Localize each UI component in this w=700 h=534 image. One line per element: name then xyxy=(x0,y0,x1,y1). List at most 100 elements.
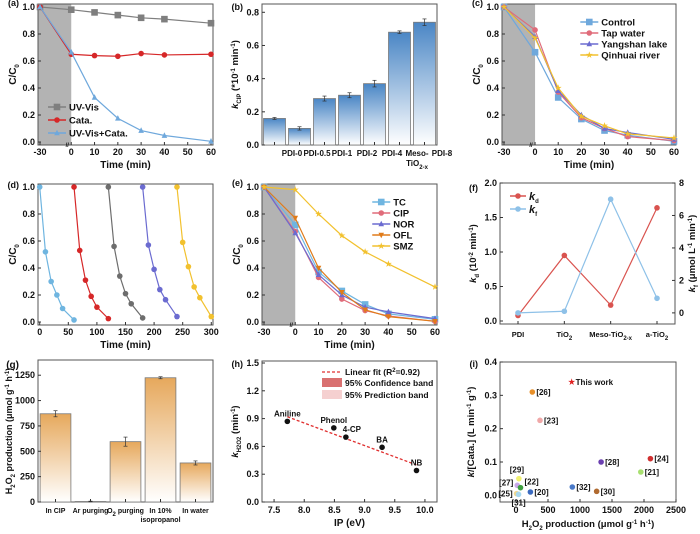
x-axis-label: IP (eV) xyxy=(334,518,365,529)
data-point xyxy=(115,115,121,121)
y-tick-label: 0.6 xyxy=(246,441,259,451)
x-tick-label: 0 xyxy=(37,327,42,337)
data-point xyxy=(105,184,112,190)
y-tick-label-right: 2 xyxy=(679,275,684,285)
legend-marker xyxy=(377,242,385,249)
data-point xyxy=(647,455,654,462)
x-tick-label: 2500 xyxy=(666,505,686,515)
plot-frame xyxy=(37,183,214,326)
panel-label: (i) xyxy=(470,359,479,369)
x-tick-label: 30 xyxy=(136,147,146,157)
y-tick-label: 0.8 xyxy=(246,7,259,17)
x-tick-label: In 10% xyxy=(149,508,172,515)
point-label: 4-CP xyxy=(343,425,362,434)
y-tick-label: 0.4 xyxy=(246,263,259,273)
data-point xyxy=(515,310,521,316)
data-point xyxy=(315,271,322,278)
data-point xyxy=(654,205,660,211)
data-point xyxy=(139,184,146,190)
x-tick-label: 30 xyxy=(600,147,610,157)
plot-frame xyxy=(499,182,676,325)
data-point xyxy=(115,53,121,60)
data-point xyxy=(607,196,614,203)
x-tick-label: PDI-0 xyxy=(282,149,303,158)
y-tick-label: 0.2 xyxy=(486,110,499,120)
y-tick-label: 1000 xyxy=(15,396,35,406)
data-point xyxy=(68,48,75,55)
y-tick-label: 0.0 xyxy=(484,316,497,326)
data-point xyxy=(601,125,608,131)
legend-marker xyxy=(54,117,60,123)
x-tick-label: 7.5 xyxy=(268,505,281,515)
y-tick-label: 1250 xyxy=(15,370,35,380)
data-point xyxy=(105,315,112,322)
data-point xyxy=(531,34,539,41)
y-axis-label: C/C0 xyxy=(232,244,245,265)
x-tick-label: 20 xyxy=(113,147,123,157)
panel-label: (d) xyxy=(8,180,20,190)
y-tick-label: 750 xyxy=(20,421,35,431)
legend-label: Cata. xyxy=(69,116,92,127)
x-tick-label: 50 xyxy=(646,147,656,157)
data-point xyxy=(59,305,66,312)
x-axis-label: Time (min) xyxy=(100,160,150,171)
x-tick-label: 60 xyxy=(206,147,216,157)
y-axis-label: k/[Cata.] (L min-1 g-1) xyxy=(466,387,477,478)
point-label: BA xyxy=(376,435,388,444)
data-point xyxy=(260,183,268,190)
y-tick-label: 1.0 xyxy=(486,2,499,12)
data-point xyxy=(529,389,536,395)
y-tick-label: 0.6 xyxy=(22,236,35,246)
x-tick-label: 10 xyxy=(553,147,563,157)
legend-label: kf xyxy=(529,204,538,218)
y-tick-label: 0.3 xyxy=(246,469,259,479)
y-tick-label: 0.0 xyxy=(22,137,35,147)
point-label: [26] xyxy=(536,388,551,397)
data-point xyxy=(517,484,524,491)
bar xyxy=(413,21,436,146)
data-point xyxy=(516,475,522,482)
y-tick-label: 0.0 xyxy=(22,317,35,327)
data-point xyxy=(284,418,291,425)
data-point xyxy=(432,319,438,325)
x-tick-label: 1000 xyxy=(570,505,590,515)
data-point xyxy=(638,469,644,475)
y-tick-label: 1.5 xyxy=(246,358,259,368)
x-tick-label: 500 xyxy=(540,505,555,515)
x-tick-label: In water xyxy=(182,508,209,515)
data-point xyxy=(598,459,604,465)
y-tick-label: 0.2 xyxy=(484,424,497,434)
y-tick-label-right: 4 xyxy=(679,243,684,253)
y-tick-label: 0.4 xyxy=(22,83,35,93)
y-tick-label: 0.2 xyxy=(246,107,259,117)
data-point xyxy=(654,295,660,302)
bar xyxy=(39,413,72,503)
data-point xyxy=(114,11,122,19)
point-label: This work xyxy=(576,378,614,387)
y-tick-label: 0.6 xyxy=(246,236,259,246)
x-tick-label: 8.5 xyxy=(328,505,341,515)
y-axis-label: kH2O2 (min-1) xyxy=(230,405,243,457)
y-tick-label: 0.4 xyxy=(484,357,497,367)
legend-label: UV-Vis+Cata. xyxy=(69,129,128,140)
y-tick-label-right: 0 xyxy=(679,308,684,318)
series-line xyxy=(176,186,212,317)
y-tick-label: 0.8 xyxy=(246,209,259,219)
panel-d: 0 50 100 150 200 250 300 0.0 0.2 0.4 0.6 0.8 1.0(d) T… xyxy=(8,180,219,351)
data-point xyxy=(292,215,299,222)
x-tick-label: 0 xyxy=(69,147,74,157)
point-label: [22] xyxy=(524,478,539,487)
x-tick-label: 0 xyxy=(293,327,298,337)
data-point xyxy=(71,317,77,323)
data-point xyxy=(191,284,197,290)
y-tick-label: 0.6 xyxy=(246,40,259,50)
series-cycle-4 xyxy=(139,184,180,320)
x-tick-label: isopropanol xyxy=(140,517,180,524)
y-tick-label: 1.0 xyxy=(22,182,35,192)
y-axis-label: C/C0 xyxy=(8,244,21,265)
axis-break-mark: // xyxy=(529,143,533,149)
legend-marker xyxy=(515,206,521,212)
legend-marker xyxy=(54,129,60,136)
series-line xyxy=(517,207,658,316)
